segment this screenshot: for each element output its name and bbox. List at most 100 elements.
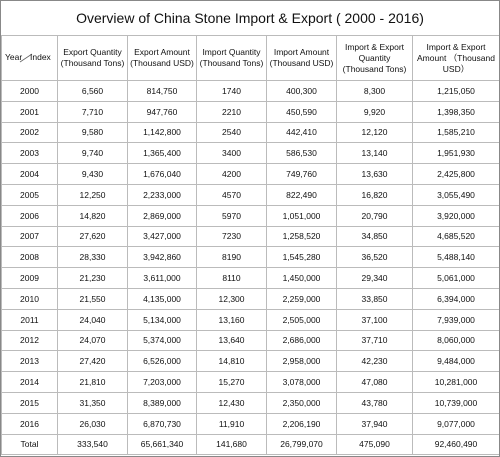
table-cell: 21,810 [57,371,128,393]
table-row: 2003 9,740 1,365,400 3400 586,530 13,140 1,951… [1,142,499,165]
table-row: 2014 21,810 7,203,000 15,270 3,078,000 47,080… [1,371,499,393]
table-cell: 2,505,000 [266,308,337,331]
row-label: 2006 [1,204,58,227]
table-cell: 42,230 [336,350,413,373]
table-cell: 749,760 [266,163,337,185]
table-cell: 1,215,050 [412,80,499,102]
table-cell: 1,545,280 [266,246,337,269]
table-row: 2013 27,420 6,526,000 14,810 2,958,000 42,230… [1,350,499,373]
table-cell: 2,425,800 [412,163,499,185]
table-cell: 3400 [196,142,267,165]
table-row: 2005 12,250 2,233,000 4570 822,490 16,820 3,05… [1,183,499,206]
table-cell: 47,080 [336,371,413,393]
table-cell: 2,206,190 [266,412,337,435]
table-cell: 475,090 [336,433,413,456]
column-header: Import Quantity (Thousand Tons) [196,35,267,81]
table-cell: 33,850 [336,287,413,310]
table-cell: 27,620 [57,225,128,248]
table-cell: 10,281,000 [412,371,499,393]
table-cell: 12,250 [57,183,128,206]
row-label: 2012 [1,329,58,352]
table-cell: 1,051,000 [266,204,337,227]
table-cell: 333,540 [57,433,128,456]
table-row: Total 333,540 65,661,340 141,680 26,799,070 4… [1,433,499,456]
table-cell: 822,490 [266,183,337,206]
table-cell: 6,560 [57,80,128,102]
row-label: 2008 [1,246,58,269]
column-header: Export Amount (Thousand USD) [127,35,197,81]
table-cell: 3,427,000 [127,225,197,248]
row-label: 2016 [1,412,58,435]
table-row: 2015 31,350 8,389,000 12,430 2,350,000 43,780… [1,391,499,414]
table-cell: 5,374,000 [127,329,197,352]
table-cell: 7,203,000 [127,371,197,393]
table-cell: 3,611,000 [127,267,197,289]
table-cell: 37,710 [336,329,413,352]
table-cell: 814,750 [127,80,197,102]
table-cell: 13,140 [336,142,413,165]
table-cell: 6,870,730 [127,412,197,435]
corner-diagonal [19,53,33,63]
row-label: 2010 [1,287,58,310]
table-row: 2016 26,030 6,870,730 11,910 2,206,190 37,940… [1,412,499,435]
table-cell: 4,135,000 [127,287,197,310]
table-cell: 1,676,040 [127,163,197,185]
table-cell: 1,142,800 [127,121,197,144]
table-cell: 24,070 [57,329,128,352]
table-cell: 21,230 [57,267,128,289]
row-label: 2001 [1,100,58,123]
table-cell: 586,530 [266,142,337,165]
corner-row-label: Year [5,52,23,62]
table-cell: 10,739,000 [412,391,499,414]
table-cell: 1,951,930 [412,142,499,165]
table-cell: 20,790 [336,204,413,227]
row-label: 2002 [1,121,58,144]
table-cell: 15,270 [196,371,267,393]
table-cell: 450,590 [266,100,337,123]
column-header: Export Quantity (Thousand Tons) [57,35,128,81]
table-cell: 6,394,000 [412,287,499,310]
table-cell: 43,780 [336,391,413,414]
table-cell: 16,820 [336,183,413,206]
table-cell: 2210 [196,100,267,123]
table-cell: 2,233,000 [127,183,197,206]
table-row: 2007 27,620 3,427,000 7230 1,258,520 34,850 4,… [1,225,499,248]
table-cell: 13,160 [196,308,267,331]
row-label: 2007 [1,225,58,248]
row-label: 2003 [1,142,58,165]
table-cell: 26,799,070 [266,433,337,456]
table-row: 2009 21,230 3,611,000 8110 1,450,000 29,340 5,… [1,267,499,289]
header-row: Year Index Export Quantity (Thousand Ton… [1,35,499,81]
table-cell: 8110 [196,267,267,289]
table-cell: 2,350,000 [266,391,337,414]
row-label: 2009 [1,267,58,289]
table-row: 2001 7,710 947,760 2210 450,590 9,920 1,398,35… [1,100,499,123]
table-cell: 3,942,860 [127,246,197,269]
title: Overview of China Stone Import & Export … [76,10,424,26]
row-label: 2013 [1,350,58,373]
table-cell: 2,958,000 [266,350,337,373]
table-cell: 1740 [196,80,267,102]
table-cell: 5,134,000 [127,308,197,331]
table-cell: 3,055,490 [412,183,499,206]
table-cell: 11,910 [196,412,267,435]
table-cell: 2540 [196,121,267,144]
row-label: 2005 [1,183,58,206]
table-cell: 2,259,000 [266,287,337,310]
column-header: Import & Export Amount （Thousand USD） [412,35,499,81]
row-label: 2004 [1,163,58,185]
table-cell: 9,920 [336,100,413,123]
table-cell: 2,869,000 [127,204,197,227]
row-label: 2011 [1,308,58,331]
table-cell: 12,120 [336,121,413,144]
column-header: Import & Export Quantity (Thousand Tons) [336,35,413,81]
table-cell: 7,710 [57,100,128,123]
table-cell: 3,078,000 [266,371,337,393]
table-cell: 9,740 [57,142,128,165]
table-row: 2011 24,040 5,134,000 13,160 2,505,000 37,100… [1,308,499,331]
table-cell: 141,680 [196,433,267,456]
table-cell: 31,350 [57,391,128,414]
data-table: Year Index Export Quantity (Thousand Ton… [1,35,499,456]
table-cell: 8,060,000 [412,329,499,352]
table-cell: 9,077,000 [412,412,499,435]
